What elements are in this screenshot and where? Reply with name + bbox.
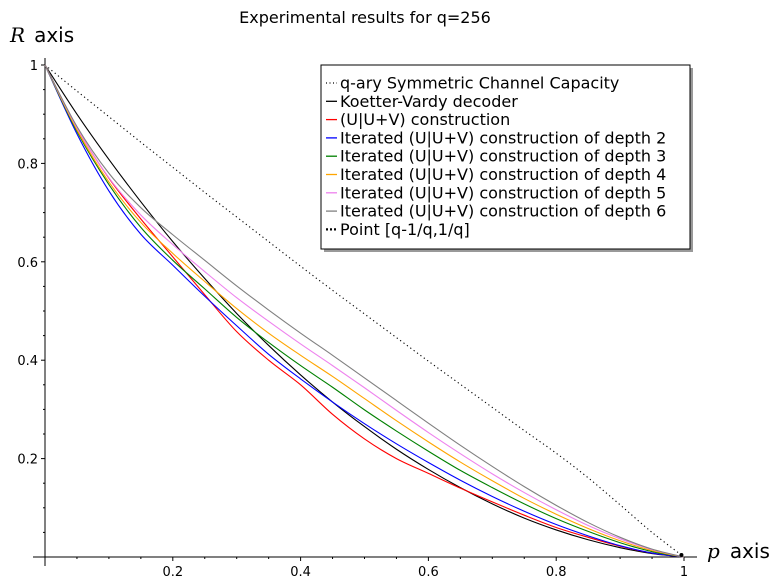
- legend-label: Iterated (U|U+V) construction of depth 6: [340, 202, 666, 221]
- y-tick-label: 1: [30, 59, 38, 74]
- legend-label: (U|U+V) construction: [340, 110, 510, 129]
- y-axis-word: axis: [34, 23, 74, 47]
- legend-label: Iterated (U|U+V) construction of depth 5: [340, 183, 666, 202]
- x-tick-label: 1: [680, 565, 688, 580]
- y-tick-label: 0.2: [17, 453, 38, 468]
- legend-label: Koetter-Vardy decoder: [340, 92, 518, 111]
- series-line-0: [44, 64, 685, 558]
- x-axis-symbol: p: [707, 539, 720, 563]
- y-axis-symbol: R: [9, 23, 25, 47]
- legend: q-ary Symmetric Channel CapacityKoetter-…: [320, 64, 693, 252]
- chart-title: Experimental results for q=256: [239, 8, 491, 27]
- legend-entries: q-ary Symmetric Channel CapacityKoetter-…: [326, 74, 666, 239]
- x-tick-label: 0.6: [418, 565, 439, 580]
- ticks: 0.2 0.4 0.6 0.8 1 0.2 0.4 0.6 0.8 1: [17, 59, 688, 580]
- x-axis-label: p axis: [707, 539, 770, 563]
- x-tick-label: 0.2: [162, 565, 183, 580]
- series-line-1: [44, 64, 685, 558]
- y-tick-label: 0.8: [17, 157, 38, 172]
- x-tick-label: 0.4: [290, 565, 311, 580]
- legend-label: Point [q-1/q,1/q]: [340, 220, 470, 239]
- series-line-6: [44, 64, 685, 558]
- series-layer: [44, 64, 685, 558]
- series-line-4: [44, 64, 685, 558]
- legend-label: Iterated (U|U+V) construction of depth 3: [340, 147, 666, 166]
- series-point-marker: [679, 553, 684, 558]
- legend-label: Iterated (U|U+V) construction of depth 4: [340, 165, 666, 184]
- legend-label: q-ary Symmetric Channel Capacity: [340, 74, 619, 93]
- legend-box: [320, 64, 691, 250]
- series-line-3: [44, 64, 685, 558]
- x-tick-label: 0.8: [546, 565, 567, 580]
- y-tick-label: 0.4: [17, 354, 38, 369]
- series-line-2: [44, 64, 685, 558]
- y-tick-label: 0.6: [17, 256, 38, 271]
- y-axis-label: R axis: [9, 23, 74, 47]
- x-axis-word: axis: [730, 539, 770, 563]
- series-line-5: [44, 64, 685, 558]
- legend-label: Iterated (U|U+V) construction of depth 2: [340, 128, 666, 147]
- series-line-7: [44, 64, 685, 558]
